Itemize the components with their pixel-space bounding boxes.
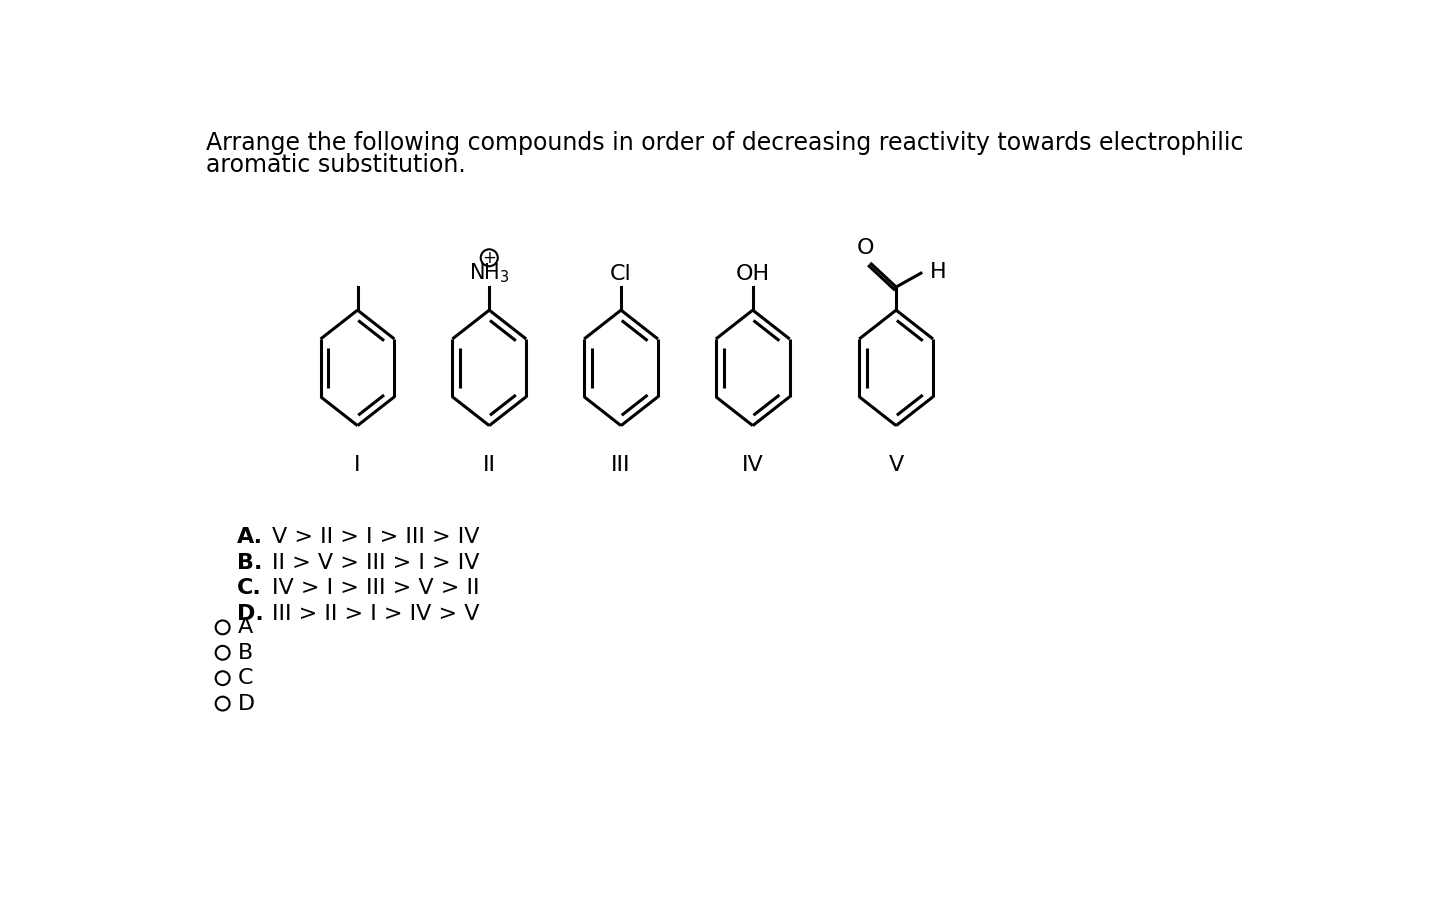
Text: D.: D. [238,604,264,624]
Text: +: + [482,249,496,267]
Text: IV: IV [741,455,764,474]
Text: Arrange the following compounds in order of decreasing reactivity towards electr: Arrange the following compounds in order… [206,132,1243,156]
Text: NH$_3$: NH$_3$ [469,262,509,286]
Text: Cl: Cl [609,264,632,284]
Text: A: A [238,617,252,638]
Text: II > V > III > I > IV: II > V > III > I > IV [272,552,480,572]
Text: V: V [889,455,903,474]
Text: B.: B. [238,552,262,572]
Text: III: III [611,455,631,474]
Text: OH: OH [736,264,770,284]
Text: III > II > I > IV > V: III > II > I > IV > V [272,604,480,624]
Text: II: II [483,455,496,474]
Text: H: H [931,262,946,281]
Text: C.: C. [238,578,262,598]
Text: O: O [856,238,873,257]
Text: aromatic substitution.: aromatic substitution. [206,153,466,177]
Text: D: D [238,693,254,714]
Text: A.: A. [238,528,264,547]
Text: C: C [238,668,252,688]
Text: B: B [238,643,252,663]
Text: IV > I > III > V > II: IV > I > III > V > II [272,578,480,598]
Text: V > II > I > III > IV: V > II > I > III > IV [272,528,480,547]
Text: I: I [354,455,361,474]
